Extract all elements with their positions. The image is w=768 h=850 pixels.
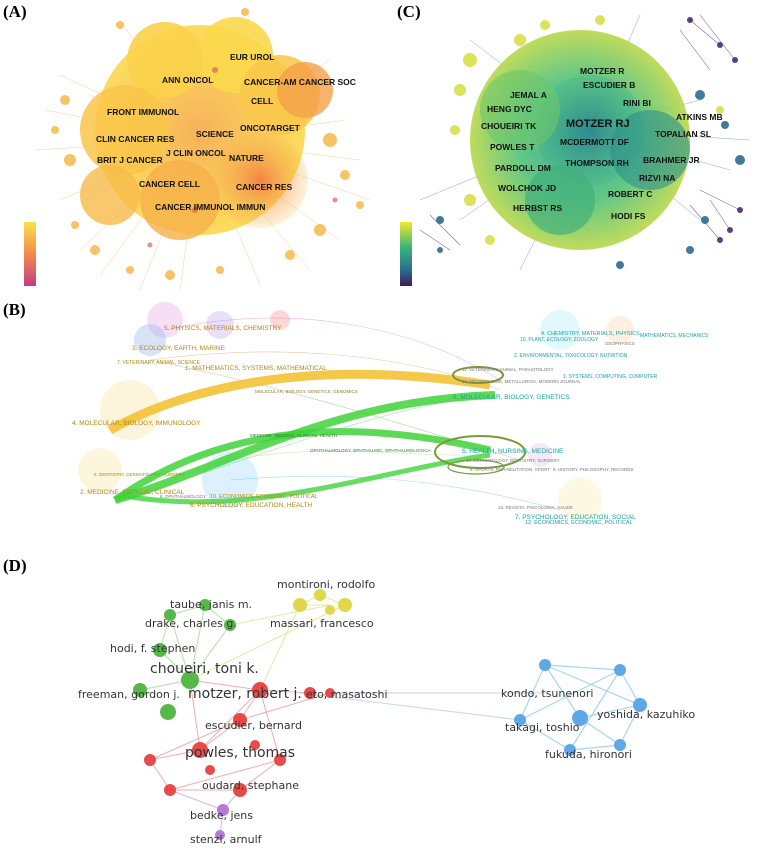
journal-label: CANCER-AM CANCER SOC — [244, 77, 356, 87]
right-cluster-label: 5. HEALTH, NURSING, MEDICINE — [462, 448, 564, 455]
panel-c-network: MOTZER R ESCUDIER B JEMAL A RINI BI HENG… — [400, 14, 751, 286]
author-label: drake, charles g. — [145, 617, 237, 630]
author-label: fukuda, hironori — [545, 748, 632, 761]
author-label: oudard, stephane — [202, 779, 299, 792]
author-label: MOTZER RJ — [566, 118, 630, 130]
author-label: powles, thomas — [185, 745, 295, 761]
panel-b-dual-map: 5. PHYSICS, MATERIALS, CHEMISTRY 3. ECOL… — [72, 302, 709, 526]
right-cluster-label: 7. PSYCHOLOGY, EDUCATION, SOCIAL — [515, 514, 636, 521]
author-label: choueiri, toni k. — [150, 661, 259, 677]
author-label: WOLCHOK JD — [498, 183, 556, 193]
author-label: ESCUDIER B — [583, 80, 635, 90]
author-label: montironi, rodolfo — [277, 578, 375, 591]
journal-label: FRONT IMMUNOL — [107, 107, 179, 117]
author-label: freeman, gordon j. — [78, 688, 180, 701]
left-cluster-label: 4. MOLECULAR, BIOLOGY, IMMUNOLOGY — [72, 420, 201, 427]
journal-label: EUR UROL — [230, 52, 274, 62]
author-label: HODI FS — [611, 211, 646, 221]
journal-label: NATURE — [229, 153, 264, 163]
author-label: bedke, jens — [190, 809, 253, 822]
author-label: stenzl, arnulf — [190, 833, 263, 846]
right-cluster-label: 16. DERMATOLOGY, DENTISTRY, SURGERY — [466, 458, 560, 463]
author-label: massari, francesco — [270, 617, 374, 630]
author-label: TOPALIAN SL — [655, 129, 711, 139]
author-label: PARDOLL DM — [495, 163, 551, 173]
journal-label: CANCER RES — [236, 182, 293, 192]
panel-c-label: (C) — [397, 2, 421, 21]
left-cluster-label: 5. PHYSICS, MATERIALS, CHEMISTRY — [164, 325, 282, 332]
right-cluster-label: 13. TECHNOLOGIE, METALLURGIA, MODERN JOU… — [462, 379, 581, 384]
right-cluster-label: 4. CHEMISTRY, MATERIALS, PHYSICS — [541, 331, 640, 337]
author-label: JEMAL A — [510, 90, 547, 100]
left-cluster-label: 8. OPHTHALMOLOGY — [160, 494, 206, 499]
right-cluster-label: MATHEMATICS, MECHANICS — [640, 333, 709, 339]
author-label: ATKINS MB — [676, 112, 723, 122]
journal-label: CELL — [251, 96, 273, 106]
right-cluster-label: 8. MOLECULAR, BIOLOGY, GENETICS — [453, 394, 570, 401]
author-label: ROBERT C — [608, 189, 652, 199]
journal-label: J CLIN ONCOL — [166, 148, 226, 158]
author-label: POWLES T — [490, 142, 535, 152]
left-cluster-label: 10. ECONOMICS, ECONOMIC, POLITICAL — [210, 494, 318, 500]
color-scale-c — [400, 222, 412, 286]
left-cluster-label: 3. ECOLOGY, EARTH, MARINE — [132, 345, 226, 352]
author-label: motzer, robert j. — [188, 686, 302, 702]
author-label: MCDERMOTT DF — [560, 137, 629, 147]
flow-label: OPHTHALMOLOGY, OPHTHALMIC, OPHTHALMOLOGI… — [310, 448, 430, 453]
left-cluster-label: 1. MATHEMATICS, SYSTEMS, MATHEMATICAL — [185, 365, 327, 372]
flow-label: MEDICINE, MEDICAL, CLINICAL, HEALTH — [250, 433, 337, 438]
panel-a-network: EUR UROL ANN ONCOL CANCER-AM CANCER SOC … — [24, 8, 371, 291]
journal-label: ANN ONCOL — [162, 75, 213, 85]
author-label: kondo, tsunenori — [501, 687, 593, 700]
author-label: HERBST RS — [513, 203, 562, 213]
author-label: takagi, toshio — [505, 721, 580, 734]
journal-label: BRIT J CANCER — [97, 155, 163, 165]
left-cluster-label: 6. PSYCHOLOGY, EDUCATION, HEALTH — [190, 502, 312, 509]
author-label: hodi, f. stephen — [110, 642, 195, 655]
author-label: yoshida, kazuhiko — [597, 708, 695, 721]
left-cluster-label: 9. DENTISTRY, DERMATOLOGY, SURGERY — [94, 472, 185, 477]
journal-label: CANCER IMMUNOL IMMUN — [155, 202, 265, 212]
author-label: BRAHMER JR — [643, 155, 700, 165]
panel-d-label: (D) — [3, 556, 27, 575]
journal-label: SCIENCE — [196, 129, 234, 139]
author-label: taube, janis m. — [170, 598, 252, 611]
right-cluster-label: GEOPHYSICS — [605, 341, 635, 346]
author-label: MOTZER R — [580, 66, 624, 76]
panel-d-network: montironi, rodolfo taube, janis m. drake… — [78, 578, 695, 846]
color-scale-a — [24, 222, 36, 286]
right-cluster-label: 9. HISTORY, PHILOSOPHY, RECORDS — [553, 467, 633, 472]
left-cluster-label: 2. MEDICINE, MEDICAL, CLINICAL — [80, 489, 185, 496]
author-label: RINI BI — [623, 98, 651, 108]
right-cluster-label: 12. ECONOMICS, ECONOMIC, POLITICAL — [525, 520, 633, 526]
right-cluster-label: 8. SPORTS, REHABILITATION, SPORT — [470, 467, 550, 472]
right-cluster-label: 11. VETERINARY, ANIMAL, PARASITOLOGY — [462, 367, 554, 372]
journal-label: CANCER CELL — [139, 179, 200, 189]
left-cluster-label: 7. VETERINARY, ANIMAL, SCIENCE — [117, 360, 201, 366]
panel-a-label: (A) — [3, 2, 27, 21]
author-label: THOMPSON RH — [565, 158, 629, 168]
journal-label: ONCOTARGET — [240, 123, 301, 133]
author-label: HENG DYC — [487, 104, 532, 114]
right-cluster-label: 1. SYSTEMS, COMPUTING, COMPUTER — [563, 374, 658, 380]
author-label: eto, masatoshi — [306, 688, 388, 701]
journal-label: CLIN CANCER RES — [96, 134, 175, 144]
right-cluster-label: 13. REVISTA, PSICOLOGIA, SAUDE — [498, 505, 573, 510]
panel-b-label: (B) — [3, 300, 26, 319]
author-label: escudier, bernard — [205, 719, 302, 732]
right-cluster-label: 10. PLANT, ECOLOGY, ZOOLOGY — [520, 337, 599, 343]
flow-label: MOLECULAR, BIOLOGY, GENETICS, GENOMICS — [255, 389, 358, 394]
author-label: CHOUEIRI TK — [481, 121, 537, 131]
author-label: RIZVI NA — [639, 173, 675, 183]
right-cluster-label: 2. ENVIRONMENTAL, TOXICOLOGY, NUTRITION — [514, 353, 628, 359]
